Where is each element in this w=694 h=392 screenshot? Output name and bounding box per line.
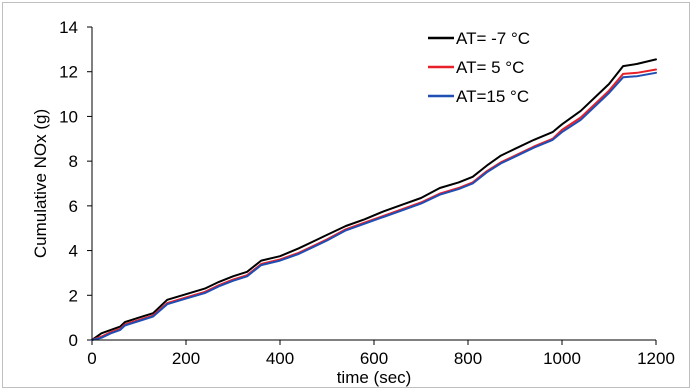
chart-frame: 0 2 4 6 8 10 12 14 0 200 400 600 800 1000 1200 time (… bbox=[2, 2, 690, 388]
legend-label-3: AT=15 °C bbox=[456, 87, 529, 106]
series-line-2 bbox=[91, 68, 657, 341]
y-tick-label: 6 bbox=[69, 197, 78, 216]
legend-label-2: AT= 5 °C bbox=[456, 58, 524, 77]
y-tick-label: 14 bbox=[59, 18, 78, 37]
y-axis-label: Cumulative NOx (g) bbox=[31, 109, 50, 258]
y-tick-label: 12 bbox=[59, 63, 78, 82]
y-tick-label: 10 bbox=[59, 107, 78, 126]
x-tick-label: 200 bbox=[172, 349, 200, 368]
y-tick-label: 2 bbox=[69, 286, 78, 305]
x-tick-label: 600 bbox=[360, 349, 388, 368]
x-tick-label: 1000 bbox=[543, 349, 581, 368]
legend: AT= -7 °C AT= 5 °C AT=15 °C bbox=[428, 29, 530, 106]
x-tick-label: 400 bbox=[266, 349, 294, 368]
line-chart: 0 2 4 6 8 10 12 14 0 200 400 600 800 1000 1200 time (… bbox=[31, 18, 675, 387]
y-tick-label: 4 bbox=[69, 242, 78, 261]
x-tick-label: 1200 bbox=[637, 349, 675, 368]
y-tick-label: 0 bbox=[69, 331, 78, 350]
y-tick-label: 8 bbox=[69, 152, 78, 171]
x-tick-label: 0 bbox=[87, 349, 96, 368]
x-tick-label: 800 bbox=[454, 349, 482, 368]
x-axis-ticks: 0 200 400 600 800 1000 1200 bbox=[87, 340, 675, 368]
series-line-3 bbox=[91, 71, 657, 341]
series-lines bbox=[91, 58, 657, 341]
series-line-1 bbox=[91, 58, 657, 341]
axes bbox=[91, 27, 656, 341]
x-axis-label: time (sec) bbox=[337, 368, 412, 387]
legend-label-1: AT= -7 °C bbox=[456, 29, 530, 48]
y-axis-ticks: 0 2 4 6 8 10 12 14 bbox=[59, 18, 92, 350]
